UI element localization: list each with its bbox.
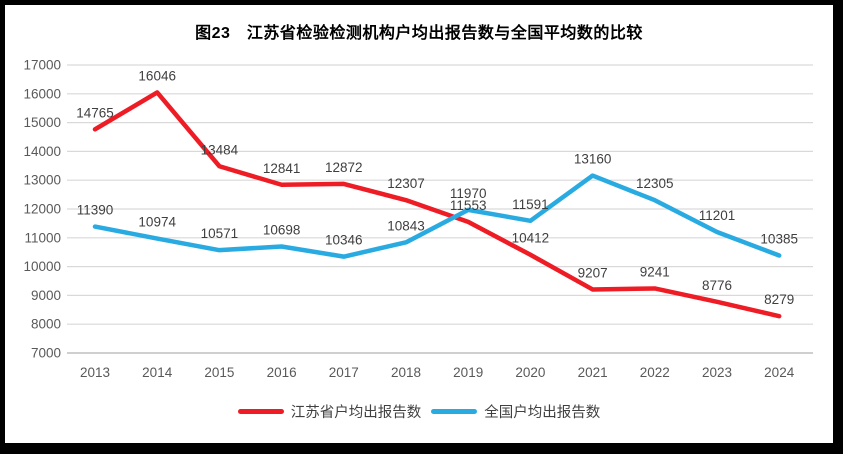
data-label-jiangsu-2023: 8776: [702, 278, 732, 293]
y-tick-label-17000: 17000: [23, 58, 61, 73]
data-label-national-2014: 10974: [138, 215, 176, 230]
data-label-national-2017: 10346: [325, 233, 363, 248]
data-label-national-2021: 13160: [574, 152, 612, 167]
x-tick-label-2024: 2024: [764, 365, 795, 380]
y-tick-label-11000: 11000: [24, 230, 61, 245]
data-label-jiangsu-2015: 13484: [201, 142, 239, 157]
data-label-jiangsu-2016: 12841: [263, 161, 301, 176]
legend-item-jiangsu: 江苏省户均出报告数: [237, 401, 422, 422]
y-tick-label-16000: 16000: [23, 86, 61, 101]
x-tick-label-2018: 2018: [391, 365, 421, 380]
data-label-jiangsu-2021: 9207: [578, 265, 608, 280]
data-label-national-2016: 10698: [263, 222, 301, 237]
x-tick-label-2017: 2017: [329, 365, 359, 380]
data-label-jiangsu-2022: 9241: [640, 264, 670, 279]
line-chart-plot: 7000 8000 9000 10000 11000 12000 13000 14000 150…: [23, 58, 813, 380]
x-tick-label-2019: 2019: [453, 365, 483, 380]
data-label-national-2018: 10843: [387, 218, 425, 233]
data-label-jiangsu-2024: 8279: [764, 292, 794, 307]
legend-label-national: 全国户均出报告数: [484, 404, 601, 421]
data-label-national-2019: 11970: [450, 186, 487, 201]
y-tick-label-9000: 9000: [31, 288, 61, 303]
data-label-national-2022: 12305: [636, 176, 674, 191]
x-tick-label-2013: 2013: [80, 365, 110, 380]
x-tick-label-2014: 2014: [142, 365, 173, 380]
y-tick-label-12000: 12000: [23, 202, 61, 217]
y-tick-label-15000: 15000: [23, 115, 61, 130]
x-tick-label-2015: 2015: [204, 365, 234, 380]
data-label-jiangsu-2018: 12307: [387, 176, 425, 191]
legend-line-swatch-jiangsu: [237, 408, 284, 414]
legend-line-swatch-national: [431, 408, 478, 414]
x-tick-label-2023: 2023: [702, 365, 732, 380]
data-label-national-2023: 11201: [699, 208, 736, 223]
data-label-jiangsu-2017: 12872: [325, 160, 363, 175]
y-tick-label-13000: 13000: [23, 173, 61, 188]
data-label-national-2015: 10571: [201, 226, 239, 241]
x-tick-label-2021: 2021: [578, 365, 608, 380]
y-tick-label-8000: 8000: [31, 317, 61, 332]
data-label-jiangsu-2019: 11553: [450, 198, 487, 213]
chart-title: 图23 江苏省检验检测机构户均出报告数与全国平均数的比较: [195, 25, 643, 42]
data-label-jiangsu-2020: 10412: [512, 231, 550, 246]
legend-label-jiangsu: 江苏省户均出报告数: [290, 404, 422, 421]
x-tick-label-2022: 2022: [640, 365, 670, 380]
series-line-national: [92, 173, 782, 259]
y-tick-label-7000: 7000: [31, 346, 61, 361]
legend-item-national: 全国户均出报告数: [431, 401, 600, 422]
data-label-jiangsu-2014: 16046: [138, 68, 176, 83]
y-tick-label-10000: 10000: [23, 259, 61, 274]
series-line-jiangsu: [92, 90, 782, 319]
data-label-national-2024: 10385: [760, 232, 798, 247]
data-label-national-2013: 11390: [77, 203, 114, 218]
data-label-national-2020: 11591: [512, 197, 549, 212]
data-label-jiangsu-2013: 14765: [76, 105, 114, 120]
x-tick-label-2020: 2020: [515, 365, 545, 380]
y-tick-label-14000: 14000: [23, 144, 61, 159]
chart-legend: 江苏省户均出报告数 全国户均出报告数: [5, 389, 833, 433]
x-tick-label-2016: 2016: [267, 365, 297, 380]
